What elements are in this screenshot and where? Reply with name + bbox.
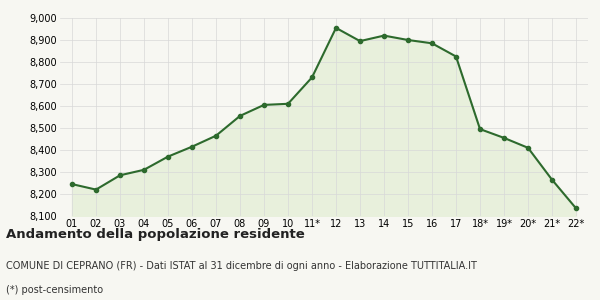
- Text: (*) post-censimento: (*) post-censimento: [6, 285, 103, 295]
- Text: COMUNE DI CEPRANO (FR) - Dati ISTAT al 31 dicembre di ogni anno - Elaborazione T: COMUNE DI CEPRANO (FR) - Dati ISTAT al 3…: [6, 261, 477, 271]
- Text: Andamento della popolazione residente: Andamento della popolazione residente: [6, 228, 305, 241]
